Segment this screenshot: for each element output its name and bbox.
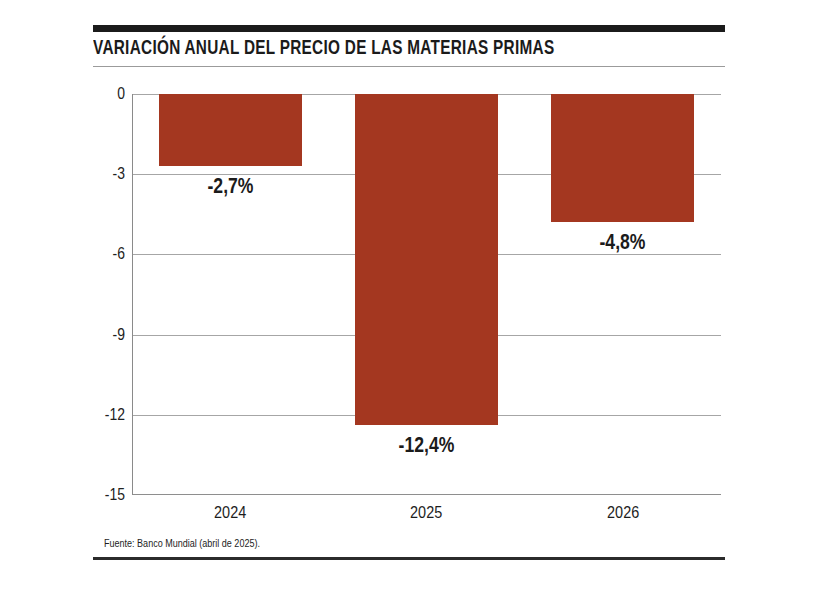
- source-note: Fuente: Banco Mundial (abril de 2025).: [104, 537, 260, 549]
- bar-value-label: -4,8%: [566, 229, 680, 255]
- y-tick-label: -12: [90, 405, 125, 425]
- bar-2026: [551, 94, 694, 222]
- bar-value-label: -12,4%: [369, 432, 483, 458]
- x-axis-label-2025: 2025: [343, 503, 510, 523]
- y-tick-label: -3: [90, 164, 125, 184]
- bottom-rule: [93, 557, 725, 560]
- y-tick-label: 0: [90, 84, 125, 104]
- chart-page: VARIACIÓN ANUAL DEL PRECIO DE LAS MATERI…: [0, 0, 833, 595]
- x-axis-label-2026: 2026: [539, 503, 706, 523]
- title-divider: [93, 66, 725, 67]
- plot-area: 0-3-6-9-12-15-2,7%2024-12,4%2025-4,8%202…: [132, 94, 721, 495]
- chart-title: VARIACIÓN ANUAL DEL PRECIO DE LAS MATERI…: [93, 35, 554, 59]
- x-axis-label-2024: 2024: [147, 503, 314, 523]
- bar-2024: [159, 94, 302, 166]
- top-rule: [93, 25, 725, 32]
- y-tick-label: -6: [90, 244, 125, 264]
- bar-value-label: -2,7%: [173, 173, 287, 199]
- gridline--15: [132, 494, 721, 495]
- y-tick-label: -9: [90, 325, 125, 345]
- y-axis-line: [132, 94, 133, 495]
- bar-2025: [355, 94, 498, 425]
- y-tick-label: -15: [90, 485, 125, 505]
